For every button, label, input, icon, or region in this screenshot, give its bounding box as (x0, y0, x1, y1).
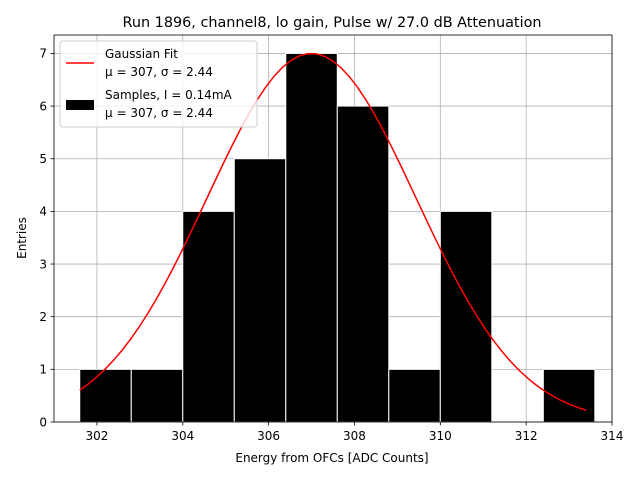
x-tick-label: 304 (171, 429, 194, 443)
histogram-bar (388, 368, 441, 423)
x-axis-ticks: 302 304 306 308 310 312 314 (85, 422, 623, 443)
y-tick-label: 4 (39, 205, 47, 219)
legend-samples-swatch (66, 100, 94, 110)
y-tick-label: 6 (39, 99, 47, 113)
axes (53, 34, 613, 423)
histogram-bar (233, 158, 287, 423)
x-tick-label: 312 (515, 429, 538, 443)
y-tick-label: 2 (39, 310, 47, 324)
x-tick-label: 308 (343, 429, 366, 443)
histogram-bar (336, 105, 390, 423)
y-tick-label: 3 (39, 257, 47, 271)
legend-fit-stats: μ = 307, σ = 2.44 (105, 65, 213, 79)
x-axis-label: Energy from OFCs [ADC Counts] (235, 451, 428, 465)
legend: Gaussian Fit μ = 307, σ = 2.44 Samples, … (59, 40, 258, 128)
legend-box (59, 40, 258, 128)
histogram-bar (182, 210, 235, 423)
x-tick-label: 302 (85, 429, 108, 443)
x-tick-label: 314 (601, 429, 624, 443)
legend-samples-label: Samples, I = 0.14mA (105, 88, 233, 102)
histogram-bar (79, 368, 132, 423)
y-tick-label: 1 (39, 363, 47, 377)
y-tick-label: 0 (39, 415, 47, 429)
x-tick-label: 306 (257, 429, 280, 443)
y-axis-ticks: 0 1 2 3 4 5 6 7 (39, 47, 54, 429)
histogram-bar (130, 368, 184, 423)
gaussian-fit (79, 52, 587, 411)
x-tick-label: 310 (429, 429, 452, 443)
y-axis-label: Entries (15, 217, 29, 259)
fit-curve (79, 52, 587, 411)
legend-fit-label: Gaussian Fit (105, 47, 178, 61)
legend-samples-stats: μ = 307, σ = 2.44 (105, 106, 213, 120)
axes-frame (53, 34, 613, 423)
y-tick-label: 5 (39, 152, 47, 166)
histogram-bar (285, 52, 338, 423)
y-tick-label: 7 (39, 47, 47, 61)
histogram-bar (439, 210, 493, 423)
chart-title: Run 1896, channel8, lo gain, Pulse w/ 27… (123, 15, 542, 31)
histogram-bars (79, 52, 596, 423)
